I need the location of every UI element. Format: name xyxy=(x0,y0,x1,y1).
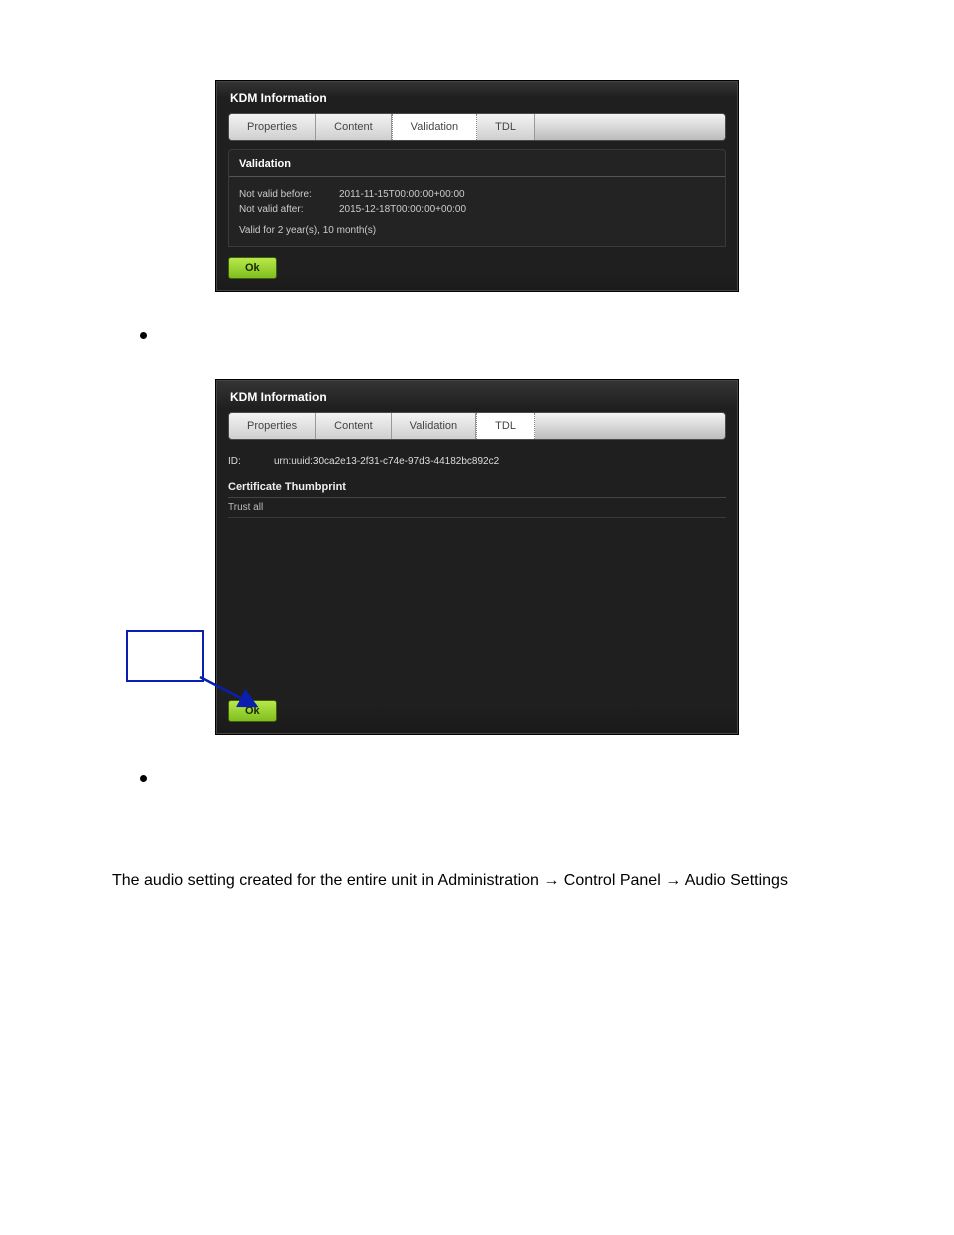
annotation-arrow-icon xyxy=(198,675,268,715)
panel-body: Not valid before: 2011-11-15T00:00:00+00… xyxy=(229,177,725,246)
not-valid-after-value: 2015-12-18T00:00:00+00:00 xyxy=(339,204,466,215)
tab-spacer xyxy=(535,413,725,439)
tdl-id-row: ID: urn:uuid:30ca2e13-2f31-c74e-97d3-441… xyxy=(228,456,726,467)
cert-thumbprint-header: Certificate Thumbprint xyxy=(228,477,726,497)
valid-for-text: Valid for 2 year(s), 10 month(s) xyxy=(239,225,715,236)
tab-tdl[interactable]: TDL xyxy=(476,413,535,439)
annotation-box xyxy=(126,630,204,682)
not-valid-before-value: 2011-11-15T00:00:00+00:00 xyxy=(339,189,465,200)
dialog-title: KDM Information xyxy=(216,380,738,412)
tab-content[interactable]: Content xyxy=(316,114,392,140)
not-valid-before-label: Not valid before: xyxy=(239,189,339,200)
tab-bar: Properties Content Validation TDL xyxy=(228,412,726,440)
tab-bar: Properties Content Validation TDL xyxy=(228,113,726,141)
tab-properties[interactable]: Properties xyxy=(229,413,316,439)
dialog-footer: Ok xyxy=(216,247,738,291)
tab-validation[interactable]: Validation xyxy=(392,413,477,439)
tdl-list-area xyxy=(228,517,726,690)
bullet-icon xyxy=(140,775,147,782)
tdl-body: ID: urn:uuid:30ca2e13-2f31-c74e-97d3-441… xyxy=(216,440,738,690)
panel-title: Validation xyxy=(229,150,725,177)
tdl-id-value: urn:uuid:30ca2e13-2f31-c74e-97d3-44182bc… xyxy=(274,456,499,467)
cert-thumbprint-value: Trust all xyxy=(228,497,726,517)
dialog-title: KDM Information xyxy=(216,81,738,113)
dialog-footer: Ok xyxy=(216,690,738,734)
caption-text: The audio setting created for the entire… xyxy=(112,872,864,890)
tdl-id-label: ID: xyxy=(228,456,274,467)
tab-properties[interactable]: Properties xyxy=(229,114,316,140)
tab-tdl[interactable]: TDL xyxy=(477,114,535,140)
not-valid-after-label: Not valid after: xyxy=(239,204,339,215)
tab-validation[interactable]: Validation xyxy=(392,114,478,140)
bullet-icon xyxy=(140,332,147,339)
kdm-dialog-validation: KDM Information Properties Content Valid… xyxy=(215,80,739,292)
not-valid-after-row: Not valid after: 2015-12-18T00:00:00+00:… xyxy=(239,204,715,215)
tab-spacer xyxy=(535,114,725,140)
tab-content[interactable]: Content xyxy=(316,413,392,439)
kdm-dialog-tdl: KDM Information Properties Content Valid… xyxy=(215,379,739,735)
ok-button[interactable]: Ok xyxy=(228,257,277,279)
not-valid-before-row: Not valid before: 2011-11-15T00:00:00+00… xyxy=(239,189,715,200)
validation-panel: Validation Not valid before: 2011-11-15T… xyxy=(228,149,726,247)
